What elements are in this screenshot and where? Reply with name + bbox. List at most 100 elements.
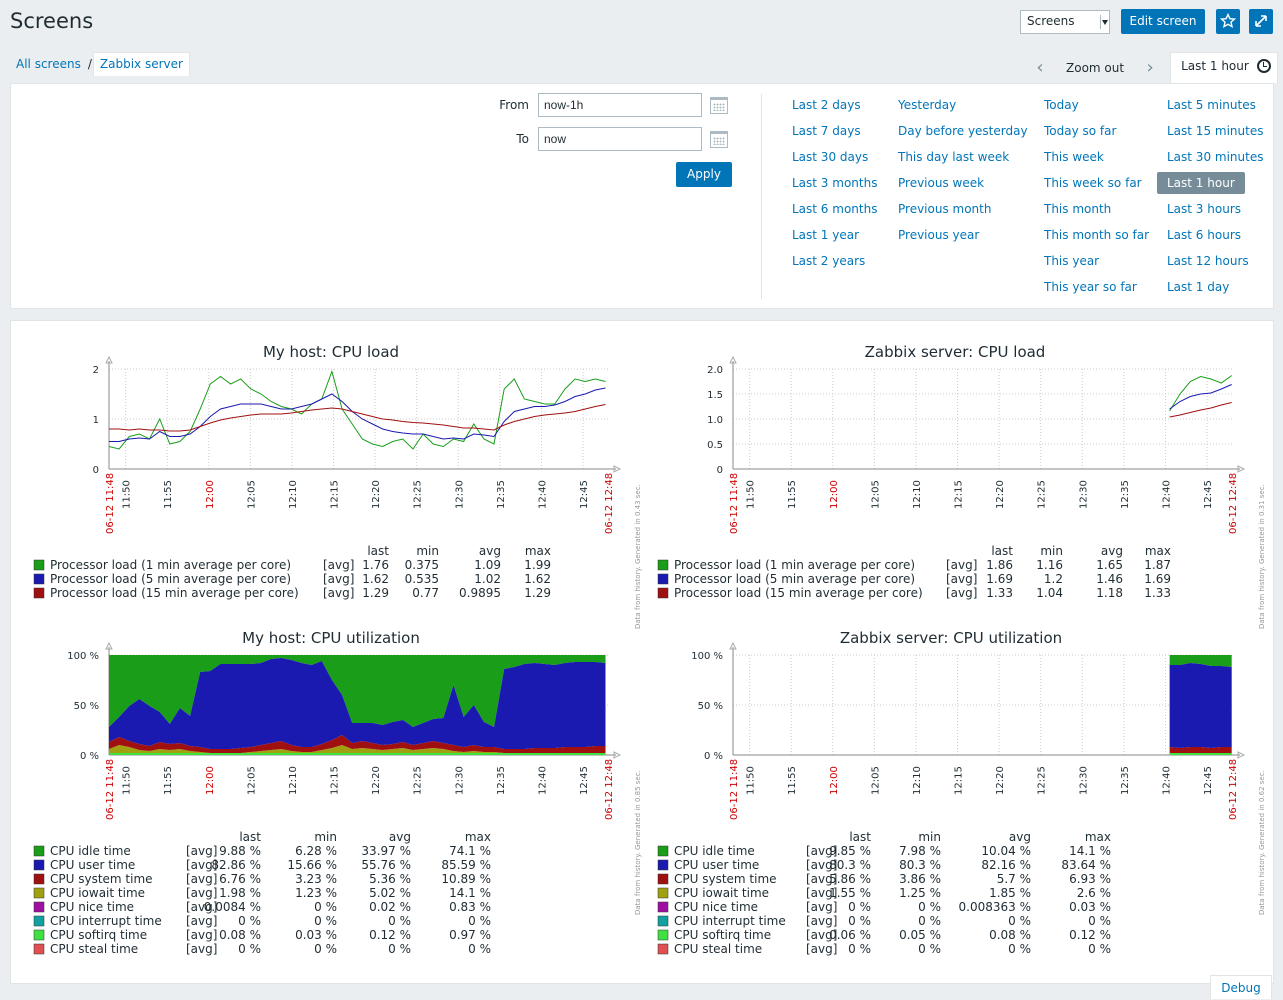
chevron-left-icon[interactable]: ‹ (1036, 57, 1044, 78)
y-tick-label: 0 % (704, 751, 723, 762)
x-tick-label: 12:45 (579, 480, 590, 509)
quick-range-previous-year[interactable]: Previous year (898, 228, 980, 242)
quick-range-this-day-last-week[interactable]: This day last week (898, 150, 1010, 164)
calendar-icon[interactable] (710, 97, 728, 114)
breadcrumb-all-screens[interactable]: All screens (16, 57, 81, 71)
legend-stat: 10.89 % (441, 872, 491, 886)
quick-range-last-6-hours[interactable]: Last 6 hours (1167, 228, 1241, 242)
legend-stat: 0.08 % (989, 928, 1031, 942)
x-tick-label: 12:25 (413, 480, 424, 509)
quick-range-day-before-yesterday[interactable]: Day before yesterday (898, 124, 1028, 138)
legend-stat: 1.55 % (829, 886, 871, 900)
legend-swatch (657, 887, 669, 899)
quick-range-last-30-days[interactable]: Last 30 days (792, 150, 869, 164)
legend-header: avg (1009, 830, 1031, 844)
legend-series-name: Processor load (15 min average per core) (674, 586, 923, 600)
legend-stat: 1.46 (1096, 572, 1123, 586)
legend-func: [avg] (186, 900, 217, 914)
apply-button[interactable]: Apply (676, 162, 732, 187)
quick-range-this-year-so-far[interactable]: This year so far (1044, 280, 1137, 294)
quick-range-last-1-hour[interactable]: Last 1 hour (1157, 172, 1245, 194)
quick-range-last-30-minutes[interactable]: Last 30 minutes (1167, 150, 1264, 164)
quick-range-today-so-far[interactable]: Today so far (1044, 124, 1117, 138)
to-input[interactable] (538, 127, 702, 151)
quick-range-last-6-months[interactable]: Last 6 months (792, 202, 878, 216)
legend-stat: 74.1 % (449, 844, 491, 858)
quick-range-this-year[interactable]: This year (1044, 254, 1100, 268)
quick-range-this-week[interactable]: This week (1044, 150, 1104, 164)
legend-stat: 10.04 % (981, 844, 1031, 858)
legend-swatch (657, 873, 669, 885)
quick-range-last-3-hours[interactable]: Last 3 hours (1167, 202, 1241, 216)
series-area (109, 753, 606, 755)
x-tick-label: 11:50 (746, 766, 757, 795)
quick-range-last-1-year[interactable]: Last 1 year (792, 228, 860, 242)
generation-note: Data from history. Generated in 0.85 sec… (634, 770, 642, 915)
legend-func: [avg] (806, 942, 837, 956)
breadcrumb-zabbix-server[interactable]: Zabbix server (92, 52, 190, 76)
debug-button[interactable]: Debug (1210, 975, 1272, 999)
x-tick-label: 12:10 (288, 766, 299, 795)
quick-range-last-12-hours[interactable]: Last 12 hours (1167, 254, 1249, 268)
quick-range-this-week-so-far[interactable]: This week so far (1044, 176, 1142, 190)
quick-range-this-month-so-far[interactable]: This month so far (1044, 228, 1150, 242)
x-tick-label: 12:15 (330, 480, 341, 509)
legend-series-name: CPU interrupt time (674, 914, 786, 928)
favourite-button[interactable] (1216, 9, 1240, 34)
zoom-out-button[interactable]: Zoom out (1066, 60, 1125, 75)
legend-header: max (1145, 544, 1171, 558)
quick-range-last-2-days[interactable]: Last 2 days (792, 98, 861, 112)
quick-range-previous-month[interactable]: Previous month (898, 202, 992, 216)
quick-range-last-7-days[interactable]: Last 7 days (792, 124, 861, 138)
legend-stat: 1.09 (474, 558, 501, 572)
quick-range-last-1-day[interactable]: Last 1 day (1167, 280, 1230, 294)
legend-stat: 9.85 % (829, 844, 871, 858)
legend-series-name: CPU user time (674, 858, 759, 872)
y-tick-label: 100 % (67, 651, 99, 662)
axis-arrow (729, 355, 737, 364)
legend-func: [avg] (323, 572, 354, 586)
legend-stat: 0 % (238, 914, 261, 928)
quick-range-yesterday[interactable]: Yesterday (898, 98, 957, 112)
calendar-icon[interactable] (710, 131, 728, 148)
screen-select[interactable]: Screens (1020, 10, 1110, 34)
legend-func: [avg] (806, 914, 837, 928)
quick-range-last-5-minutes[interactable]: Last 5 minutes (1167, 98, 1256, 112)
series-line (109, 404, 606, 432)
screen-select-value: Screens (1027, 14, 1075, 28)
legend-func: [avg] (806, 928, 837, 942)
time-tab-active[interactable]: Last 1 hour (1170, 52, 1278, 83)
quick-range-previous-week[interactable]: Previous week (898, 176, 985, 190)
legend-header: last (849, 830, 871, 844)
chevron-right-icon[interactable]: › (1146, 57, 1154, 78)
legend-func: [avg] (186, 942, 217, 956)
legend-func: [avg] (946, 558, 977, 572)
x-tick-label: 12:10 (912, 766, 923, 795)
from-input[interactable] (538, 93, 702, 117)
chart-title: My host: CPU utilization (242, 629, 420, 647)
series-area (1169, 663, 1232, 748)
legend-swatch (657, 901, 669, 913)
x-tick-label: 11:50 (122, 480, 133, 509)
legend-stat: 1.85 % (989, 886, 1031, 900)
x-tick-label: 12:35 (1120, 766, 1131, 795)
fullscreen-button[interactable] (1249, 9, 1273, 34)
y-tick-label: 50 % (74, 701, 99, 712)
y-tick-label: 0.5 (707, 440, 723, 451)
legend-swatch (33, 873, 45, 885)
quick-range-this-month[interactable]: This month (1044, 202, 1112, 216)
legend-func: [avg] (186, 844, 217, 858)
quick-range-last-3-months[interactable]: Last 3 months (792, 176, 878, 190)
quick-range-last-2-years[interactable]: Last 2 years (792, 254, 866, 268)
star-icon (1219, 12, 1237, 28)
legend-func: [avg] (946, 586, 977, 600)
legend-stat: 6.93 % (1069, 872, 1111, 886)
quick-range-today[interactable]: Today (1044, 98, 1079, 112)
legend-stat: 3.86 % (899, 872, 941, 886)
x-start-label: 06-12 11:48 (729, 473, 740, 534)
x-start-label: 06-12 11:48 (105, 473, 116, 534)
legend-stat: 0 % (314, 914, 337, 928)
edit-screen-button[interactable]: Edit screen (1121, 9, 1205, 34)
x-end-label: 06-12 12:48 (1228, 759, 1239, 820)
quick-range-last-15-minutes[interactable]: Last 15 minutes (1167, 124, 1264, 138)
